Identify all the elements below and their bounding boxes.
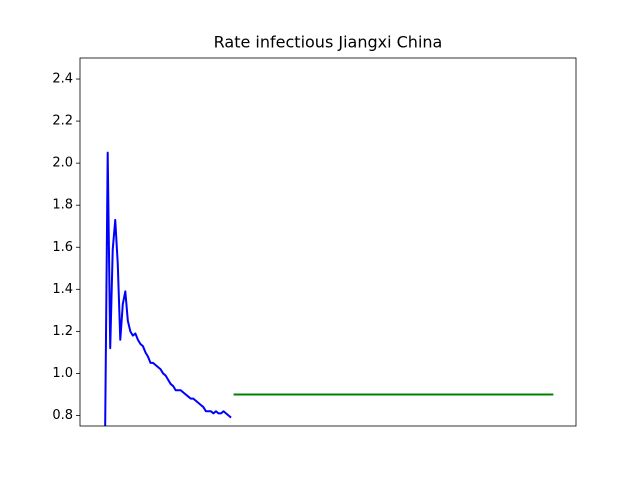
y-tick-label: 1.2 [52, 324, 73, 339]
y-tick-label: 1.0 [52, 366, 73, 381]
line [104, 151, 232, 426]
y-tick-label: 1.4 [52, 282, 73, 297]
y-tick-label: 1.6 [52, 240, 73, 255]
y-tick-label: 2.0 [52, 156, 73, 171]
chart-title: Rate infectious Jiangxi China [214, 33, 443, 52]
y-tick-label: 2.2 [52, 114, 73, 129]
y-tick-label: 0.8 [52, 408, 73, 423]
y-tick-label: 2.4 [52, 72, 73, 87]
y-tick-label: 1.8 [52, 198, 73, 213]
plot-frame [79, 57, 577, 427]
